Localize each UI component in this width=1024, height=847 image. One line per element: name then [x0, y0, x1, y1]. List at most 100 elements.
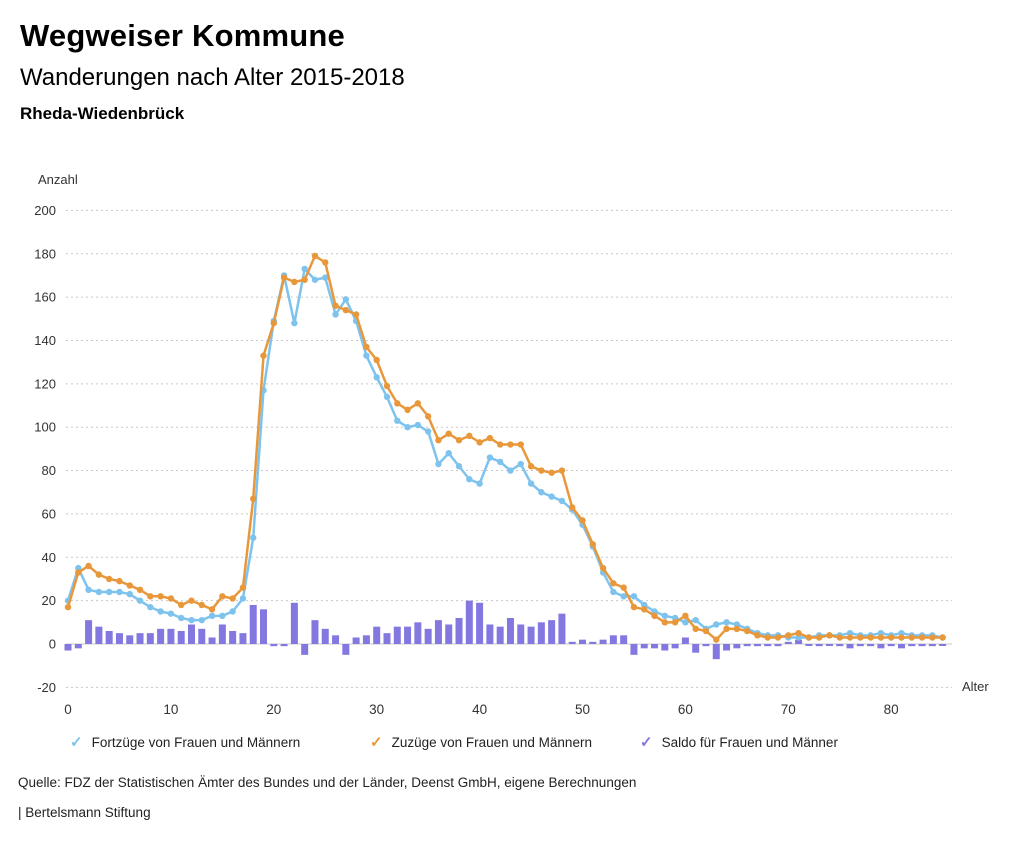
saldo-bar — [908, 644, 916, 647]
check-icon: ✓ — [370, 734, 383, 751]
data-point — [939, 634, 946, 641]
saldo-bar — [64, 644, 72, 651]
saldo-bar — [198, 628, 206, 644]
data-point — [95, 588, 103, 596]
data-point — [404, 406, 411, 414]
data-point — [651, 612, 658, 620]
saldo-bar — [846, 644, 854, 649]
data-point — [805, 634, 813, 641]
saldo-bar — [352, 637, 360, 644]
saldo-bar — [249, 604, 257, 644]
saldo-bar — [805, 644, 813, 646]
saldo-bar — [527, 626, 535, 644]
x-tick-label: 40 — [472, 702, 487, 717]
saldo-bar — [836, 644, 844, 647]
saldo-bar — [743, 644, 751, 647]
data-point — [64, 603, 72, 611]
data-point — [363, 343, 370, 351]
saldo-bar — [486, 624, 494, 644]
saldo-bar — [681, 637, 689, 644]
data-point — [188, 616, 195, 624]
check-icon: ✓ — [70, 734, 83, 751]
saldo-bar — [85, 620, 93, 644]
saldo-bar — [589, 641, 597, 644]
data-point — [692, 625, 699, 633]
data-point — [558, 497, 566, 505]
saldo-bar — [126, 635, 134, 644]
saldo-bar — [599, 639, 607, 644]
data-point — [620, 584, 627, 591]
saldo-bar — [918, 644, 926, 647]
data-point — [569, 504, 576, 511]
saldo-bar — [157, 628, 165, 644]
legend-label: Fortzüge von Frauen und Männern — [91, 735, 301, 750]
legend-item-fortzuege[interactable]: ✓ Fortzüge von Frauen und Männern — [70, 735, 300, 750]
y-tick-label: 160 — [34, 290, 56, 305]
saldo-bar — [260, 609, 268, 644]
y-tick-label: -20 — [37, 680, 56, 695]
data-point — [342, 296, 350, 303]
saldo-bar — [187, 624, 195, 644]
x-tick-label: 0 — [64, 702, 72, 717]
data-point — [311, 276, 319, 283]
saldo-bar — [404, 626, 412, 644]
saldo-bar — [218, 624, 226, 644]
data-point — [414, 400, 422, 407]
saldo-bar — [321, 628, 329, 644]
legend-item-zuzuege[interactable]: ✓ Zuzüge von Frauen und Männern — [370, 735, 592, 750]
data-point — [538, 489, 545, 496]
legend-item-saldo[interactable]: ✓ Saldo für Frauen und Männer — [640, 735, 838, 750]
data-point — [250, 495, 257, 502]
saldo-bar — [229, 630, 237, 644]
saldo-bar — [270, 644, 278, 647]
data-point — [157, 608, 164, 615]
data-point — [671, 619, 679, 626]
saldo-bar — [373, 626, 381, 644]
data-point — [342, 306, 350, 314]
data-point — [486, 454, 494, 461]
data-point — [373, 374, 380, 381]
data-point — [322, 274, 329, 281]
saldo-bar — [733, 644, 741, 649]
y-tick-label: 180 — [34, 246, 56, 261]
data-point — [383, 393, 391, 401]
data-point — [311, 252, 319, 260]
data-point — [486, 434, 494, 442]
saldo-bar — [712, 644, 720, 660]
saldo-bar — [568, 641, 576, 644]
y-tick-label: 200 — [34, 203, 56, 218]
saldo-bar — [362, 635, 370, 644]
y-tick-label: 140 — [34, 333, 56, 348]
x-tick-label: 10 — [163, 702, 178, 717]
data-point — [404, 424, 411, 431]
data-point — [250, 534, 257, 541]
data-point — [322, 259, 329, 266]
data-point — [682, 612, 689, 620]
data-point — [589, 541, 596, 548]
data-point — [692, 616, 699, 624]
data-point — [496, 441, 504, 448]
data-point — [496, 458, 504, 466]
data-point — [126, 590, 133, 598]
y-tick-label: 100 — [34, 420, 56, 435]
data-point — [373, 356, 380, 364]
data-point — [774, 634, 782, 641]
data-point — [394, 417, 401, 424]
data-point — [527, 463, 535, 470]
page-title: Wegweiser Kommune — [20, 18, 345, 53]
data-point — [177, 614, 185, 622]
fortzuege-line — [66, 267, 944, 639]
data-point — [352, 311, 360, 318]
saldo-bar — [280, 644, 288, 647]
data-point — [147, 593, 154, 600]
data-point — [85, 562, 92, 570]
saldo-bar — [887, 644, 895, 647]
saldo-bar — [239, 633, 247, 644]
data-point — [229, 595, 236, 602]
data-point — [455, 437, 463, 444]
saldo-bar — [496, 626, 504, 644]
y-tick-label: 40 — [42, 550, 56, 565]
saldo-bar — [414, 622, 422, 644]
data-point — [826, 632, 833, 639]
